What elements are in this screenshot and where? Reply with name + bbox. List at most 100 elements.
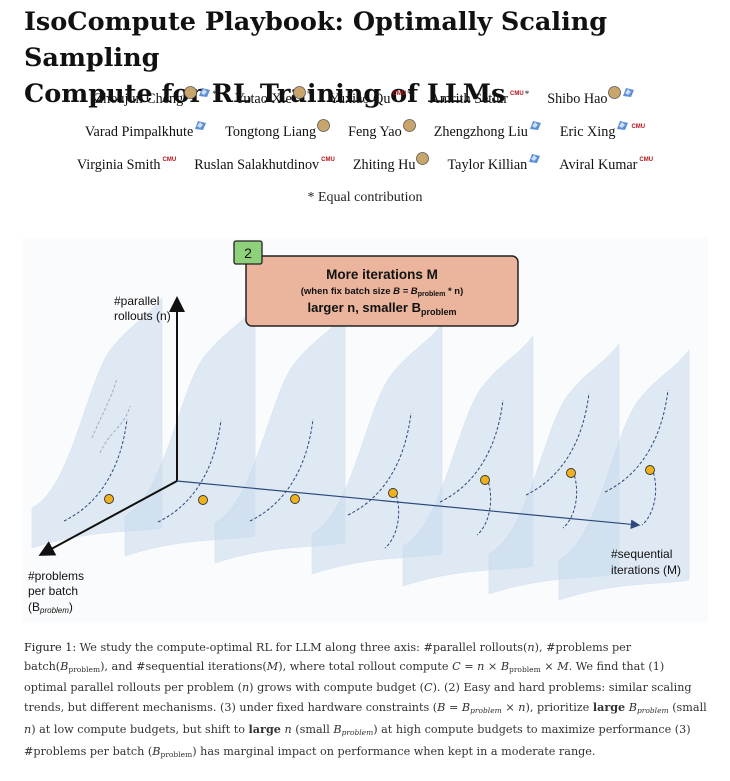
cmu-affiliation-mark: CMU (392, 91, 407, 97)
author-name: Feng Yao (348, 124, 402, 140)
avatar-icon (317, 119, 330, 132)
flag-icon (195, 121, 207, 130)
equal-contribution-star: * (306, 89, 312, 99)
callout-badge-number: 2 (244, 245, 252, 261)
math-b: B (60, 659, 69, 673)
scaling-curves (63, 377, 669, 549)
math-m: M (266, 659, 279, 673)
scaling-curve (63, 418, 128, 522)
cmu-affiliation-mark: CMU (639, 157, 654, 163)
author-row: Varad Pimpalkhute Tongtong Liang Feng Yao Z… (0, 119, 730, 141)
author-name: Zhoujun Cheng (94, 91, 184, 107)
scaling-curve (157, 419, 222, 523)
axis-label-seq-2: iterations (M) (611, 563, 681, 577)
cmu-affiliation-mark: CMU (162, 157, 177, 163)
flag-icon (623, 88, 635, 97)
optimum-points (104, 465, 655, 505)
iteration-panel (558, 349, 690, 601)
scaling-curve (439, 399, 504, 503)
math-n: n (24, 723, 32, 737)
caption-bold: large (592, 699, 626, 714)
title-line-2: Compute for RL Training of LLMs (24, 79, 506, 109)
author-name: Aviral Kumar (559, 157, 638, 173)
author: Varad Pimpalkhute (85, 119, 207, 141)
caption-text: ), where total rollout compute (278, 659, 453, 673)
iteration-panels (31, 297, 690, 601)
author-name: Eric Xing (559, 124, 616, 140)
author: Virginia Smith CMU (77, 157, 176, 174)
figure-illustration: #parallel rollouts (n) #problems per bat… (28, 240, 690, 615)
flag-icon (617, 121, 629, 130)
optimum-point (645, 465, 655, 475)
optimum-point (566, 468, 576, 478)
math-hw-end: × n (501, 700, 526, 714)
iteration-panel (31, 297, 163, 549)
avatar-icon (608, 86, 622, 99)
scaling-curve (249, 418, 314, 522)
math-sub: problem (509, 664, 541, 674)
author: Amrith Setlur CMU* (430, 89, 530, 108)
caption-text: ), #problems per batch( (24, 641, 632, 673)
cmu-affiliation-mark: CMU (510, 91, 524, 97)
flag-icon (199, 88, 211, 97)
math-compute: C = n × B (452, 659, 510, 673)
axis-label-seq-1: #sequential (611, 547, 672, 561)
axis-label-problems-2: per batch (28, 584, 78, 598)
scaling-curve (525, 392, 590, 496)
math-n: n (527, 641, 535, 654)
author-name: Virginia Smith (76, 157, 161, 173)
caption-text: ). (2) Easy and hard problems: similar s… (24, 681, 692, 714)
scaling-curve-tail (562, 470, 578, 529)
scaling-curve (604, 389, 669, 493)
math-c: C (424, 681, 433, 695)
author-row: Zhoujun Cheng * Yutao Xie * Yuxiao Qu CMU* Amr… (0, 86, 730, 108)
author: Zhengzhong Liu (434, 119, 542, 141)
math-sub: problem (160, 749, 193, 759)
author: Eric Xing CMU (560, 119, 645, 141)
math-n: n (284, 723, 292, 737)
optimum-point (104, 494, 114, 504)
iteration-panel (124, 305, 256, 557)
author: Yutao Xie * (234, 86, 312, 108)
caption-label: Figure 1: (24, 641, 77, 654)
scaling-curve (347, 412, 412, 516)
caption-text: ) grows with compute budget ( (249, 681, 424, 695)
scaling-curve-tail (476, 477, 492, 536)
author: Tongtong Liang (225, 119, 330, 141)
author-name: Yuxiao Qu (329, 91, 391, 107)
flag-icon (529, 154, 541, 163)
math-b: B (628, 700, 637, 714)
caption-text: . We find that (1) optimal parallel roll… (24, 659, 665, 695)
caption-text: ) has marginal impact on performance whe… (192, 744, 596, 758)
caption-text: ), and #sequential iterations( (100, 659, 267, 673)
optimum-point (388, 488, 398, 498)
callout-box (245, 255, 519, 327)
axis-label-parallel-1: #parallel (114, 294, 159, 308)
author: Ruslan Salakhutdinov CMU (194, 157, 335, 174)
faint-curve (99, 405, 131, 454)
iteration-panel (402, 335, 534, 587)
sequential-iterations-axis (176, 480, 641, 530)
author: Taylor Killian (447, 152, 541, 174)
equal-contribution-star: * (212, 89, 217, 99)
caption-text: ) at high compute budgets to maximize pe… (24, 723, 691, 758)
author-name: Ruslan Salakhutdinov (194, 157, 320, 173)
problems-per-batch-axis (38, 480, 178, 556)
math-sub: problem (68, 664, 101, 674)
math-compute-end: × M (540, 659, 569, 673)
math-n: n (241, 681, 250, 695)
math-hw: B = B (437, 700, 471, 714)
axis-label-parallel-2: rollouts (n) (114, 309, 171, 323)
author-name: Tongtong Liang (225, 124, 317, 140)
equal-contribution-star: * (524, 89, 530, 99)
callout-line3: larger n, smaller Bproblem (308, 300, 457, 317)
equal-contribution-note: * Equal contribution (307, 190, 423, 205)
iteration-panel (214, 312, 346, 564)
faint-curve (91, 377, 118, 439)
avatar-icon (184, 86, 198, 99)
optimum-point (290, 494, 300, 504)
cmu-affiliation-mark: CMU (321, 157, 335, 163)
caption-bold: large (248, 722, 281, 737)
math-sub: problem (341, 728, 374, 738)
author-name: Yutao Xie (234, 91, 292, 107)
